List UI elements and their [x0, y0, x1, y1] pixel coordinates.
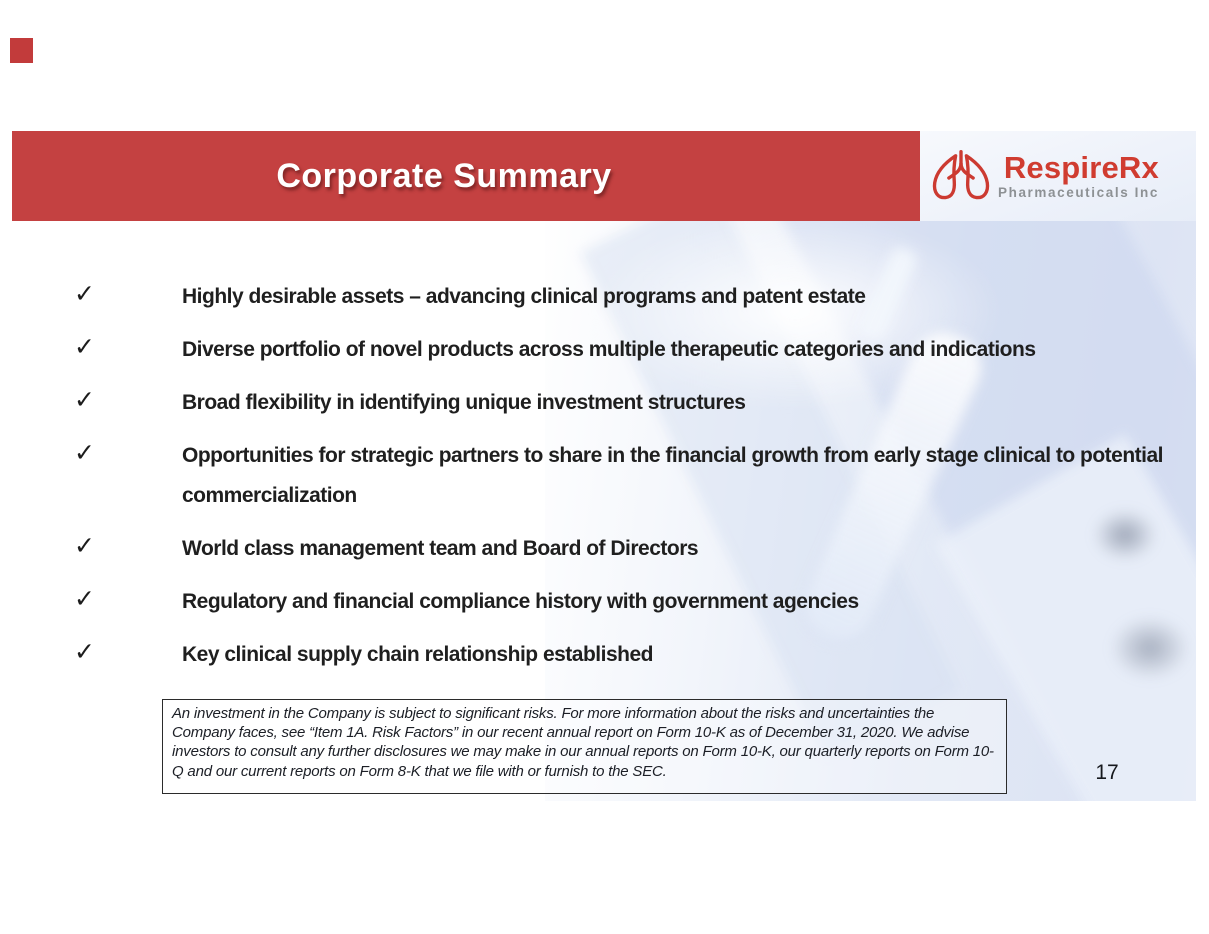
- bullet-text: Highly desirable assets – advancing clin…: [182, 285, 866, 308]
- logo-subtitle: Pharmaceuticals Inc: [998, 185, 1159, 200]
- bullet-list: ✓ Highly desirable assets – advancing cl…: [66, 277, 1196, 688]
- bullet-item: ✓ Key clinical supply chain relationship…: [66, 635, 1196, 675]
- bullet-item: ✓ Broad flexibility in identifying uniqu…: [66, 383, 1196, 423]
- logo-text: RespireRx Pharmaceuticals Inc: [998, 150, 1159, 201]
- bullet-item: ✓ Opportunities for strategic partners t…: [66, 436, 1196, 516]
- bullet-item: ✓ Highly desirable assets – advancing cl…: [66, 277, 1196, 317]
- bullet-text: Key clinical supply chain relationship e…: [182, 643, 653, 666]
- checkmark-icon: ✓: [74, 279, 95, 308]
- checkmark-icon: ✓: [74, 637, 95, 666]
- checkmark-icon: ✓: [74, 385, 95, 414]
- bullet-text: World class management team and Board of…: [182, 537, 699, 560]
- bullet-item: ✓ World class management team and Board …: [66, 529, 1196, 569]
- bullet-text: Opportunities for strategic partners to …: [182, 444, 1164, 507]
- bullet-item: ✓ Diverse portfolio of novel products ac…: [66, 330, 1196, 370]
- checkmark-icon: ✓: [74, 584, 95, 613]
- logo-brand: RespireRx: [1003, 150, 1159, 185]
- checkmark-icon: ✓: [74, 332, 95, 361]
- checkmark-icon: ✓: [74, 531, 95, 560]
- lungs-icon: [932, 150, 990, 200]
- bullet-text: Regulatory and financial compliance hist…: [182, 590, 859, 613]
- slide-title: Corporate Summary: [276, 156, 612, 195]
- background-photo: [545, 131, 1196, 801]
- page-number: 17: [1095, 761, 1119, 784]
- title-banner: Corporate Summary: [12, 131, 920, 221]
- background-blob: [1110, 616, 1190, 680]
- disclaimer-box: An investment in the Company is subject …: [162, 699, 1007, 794]
- bullet-text: Diverse portfolio of novel products acro…: [182, 338, 1036, 361]
- bullet-text: Broad flexibility in identifying unique …: [182, 391, 746, 414]
- background-blob: [1093, 509, 1157, 561]
- bullet-item: ✓ Regulatory and financial compliance hi…: [66, 582, 1196, 622]
- company-logo: RespireRx Pharmaceuticals Inc: [920, 131, 1196, 221]
- accent-square: [10, 38, 33, 63]
- disclaimer-text: An investment in the Company is subject …: [172, 705, 994, 780]
- checkmark-icon: ✓: [74, 438, 95, 467]
